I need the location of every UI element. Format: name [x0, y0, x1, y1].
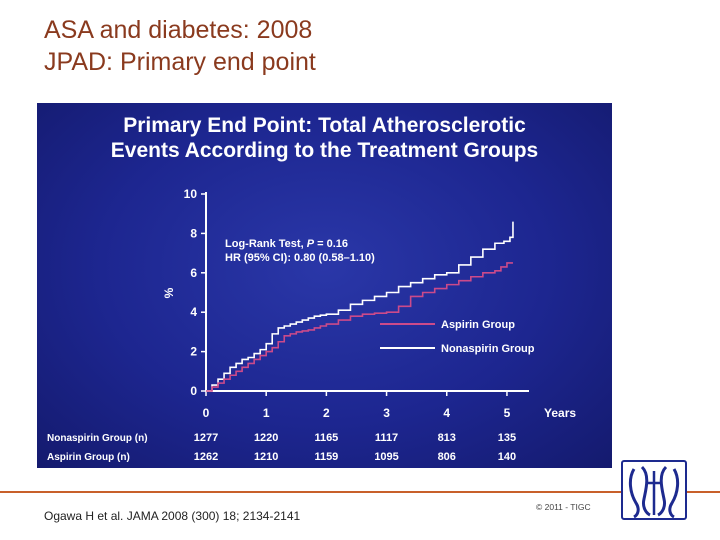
- figure-panel: Primary End Point: Total Atherosclerotic…: [37, 103, 612, 468]
- risk-count: 1159: [314, 451, 338, 463]
- series-line-aspirin-group: [206, 262, 513, 392]
- risk-count: 1095: [374, 451, 398, 463]
- legend-label-aspirin-group: Aspirin Group: [441, 319, 515, 331]
- chart-title: Primary End Point: Total Atherosclerotic…: [37, 113, 612, 163]
- x-tick-label: 3: [383, 406, 390, 420]
- y-tick-label: 0: [190, 384, 197, 398]
- risk-count: 1277: [194, 432, 218, 444]
- risk-count: 1165: [314, 432, 338, 444]
- km-chart: 0 2 4 6 8 10% 0 1 2 3 4 5 Years Log-Rank Test, P = 0.…: [47, 187, 576, 463]
- y-tick-label: 10: [184, 187, 198, 201]
- organization-logo: [621, 460, 687, 520]
- x-tick-label: 5: [504, 406, 511, 420]
- risk-count: 813: [438, 432, 456, 444]
- footer-divider: [0, 491, 720, 493]
- x-axis-label: Years: [544, 406, 576, 420]
- risk-count: 135: [498, 432, 516, 444]
- logo-left-glyph: [628, 465, 651, 519]
- annotation-logrank: Log-Rank Test, P = 0.16: [225, 238, 348, 250]
- slide-title-line2: JPAD: Primary end point: [44, 48, 316, 76]
- logo-center-glyph: [648, 471, 660, 515]
- chart-title-line2: Events According to the Treatment Groups: [110, 139, 539, 162]
- citation: Ogawa H et al. JAMA 2008 (300) 18; 2134-…: [44, 509, 301, 523]
- y-tick-label: 6: [190, 266, 197, 280]
- x-tick-label: 4: [443, 406, 450, 420]
- y-tick-label: 4: [190, 305, 197, 319]
- risk-count: 1117: [375, 432, 398, 444]
- risk-count: 1220: [254, 432, 278, 444]
- y-tick-label: 2: [190, 345, 197, 359]
- logo-right-glyph: [657, 465, 680, 519]
- risk-row-label: Aspirin Group (n): [47, 452, 130, 463]
- risk-count: 1210: [254, 451, 278, 463]
- slide-title-line1: ASA and diabetes: 2008: [44, 16, 313, 44]
- legend-label-nonaspirin-group: Nonaspirin Group: [441, 343, 535, 355]
- x-tick-label: 2: [323, 406, 330, 420]
- slide-title: ASA and diabetes: 2008 JPAD: Primary end…: [44, 14, 316, 78]
- annotation-hr: HR (95% CI): 0.80 (0.58–1.10): [225, 252, 375, 264]
- risk-count: 806: [438, 451, 456, 463]
- risk-count: 1262: [194, 451, 218, 463]
- y-axis-label: %: [162, 287, 176, 298]
- x-tick-label: 0: [203, 406, 210, 420]
- series-line-nonaspirin-group: [206, 221, 514, 392]
- copyright-notice: © 2011 - TIGC: [536, 502, 591, 512]
- risk-count: 140: [498, 451, 516, 463]
- chart-title-line1: Primary End Point: Total Atherosclerotic: [123, 114, 526, 137]
- y-tick-label: 8: [190, 226, 197, 240]
- risk-row-label: Nonaspirin Group (n): [47, 433, 148, 444]
- x-tick-label: 1: [263, 406, 270, 420]
